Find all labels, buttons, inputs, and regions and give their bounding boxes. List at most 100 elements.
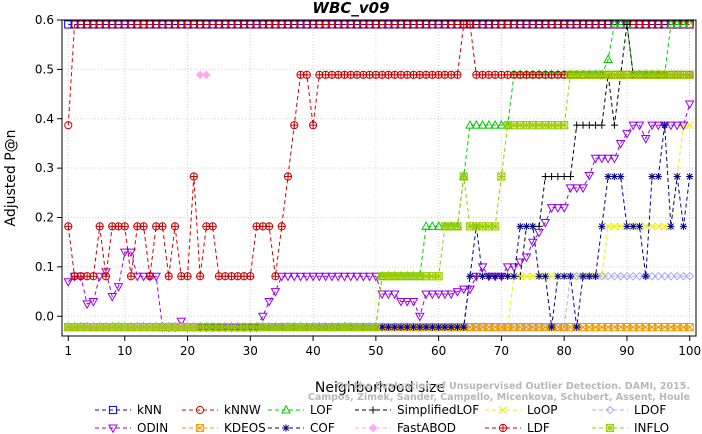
point-ldf (170, 222, 180, 231)
series-ldf (64, 20, 694, 281)
legend-marker-fastabod (368, 423, 378, 433)
point-cof (585, 272, 593, 280)
point-odin (521, 253, 532, 263)
point-odin (477, 263, 488, 273)
point-knnw (221, 20, 230, 29)
point-cof (447, 323, 455, 331)
point-cof (591, 272, 600, 280)
legend-label: SimplifiedLOF (397, 403, 479, 417)
point-simplifiedlof (560, 172, 568, 181)
point-simplifiedlof (548, 172, 556, 181)
point-ldof (635, 271, 644, 281)
point-knnw (647, 20, 657, 29)
point-knnw (365, 20, 374, 29)
point-knnw (541, 20, 550, 29)
point-knnw (534, 20, 544, 29)
point-ldof (666, 271, 676, 281)
point-lof (672, 19, 683, 28)
series-layer (63, 19, 695, 333)
point-ldf (145, 272, 154, 281)
point-knnw (252, 20, 261, 29)
point-knnw (202, 20, 211, 29)
x-tick-label: 70 (494, 344, 509, 358)
point-knnw (208, 20, 217, 29)
point-cof (485, 272, 493, 280)
point-knnw (547, 20, 556, 29)
point-ldf (283, 172, 293, 181)
point-knnw (170, 20, 180, 29)
point-ldf (164, 272, 173, 281)
point-odin (672, 121, 683, 131)
point-ldf (290, 121, 299, 130)
point-knnw (597, 20, 606, 29)
point-knnw (265, 20, 274, 29)
point-odin (603, 154, 613, 164)
point-loop (604, 222, 613, 231)
point-odin (352, 272, 362, 282)
point-ldf (158, 222, 167, 231)
legend-item-cof: COF (268, 421, 335, 434)
point-inflo (541, 121, 550, 130)
legend-marker-ldf (498, 423, 508, 433)
point-knnw (591, 20, 600, 29)
point-odin (364, 272, 375, 282)
point-simplifiedlof (554, 172, 562, 181)
point-odin (289, 272, 300, 282)
legend-marker-ldof (605, 405, 615, 415)
point-knnw (70, 20, 79, 29)
point-cof (441, 323, 449, 331)
series-line-inflo (68, 74, 690, 328)
point-knnw (566, 20, 575, 29)
point-ldf (195, 272, 205, 281)
point-knnw (139, 20, 148, 29)
point-inflo (685, 70, 694, 79)
point-lof (684, 19, 695, 28)
point-ldf (208, 222, 217, 231)
point-simplifiedlof (579, 121, 587, 129)
point-odin (101, 268, 111, 278)
series-odin (63, 100, 695, 333)
point-odin (678, 121, 689, 131)
point-loop (654, 222, 663, 231)
point-knnw (503, 20, 512, 29)
point-ldf (277, 222, 286, 231)
point-cof (598, 222, 606, 230)
point-odin (622, 130, 632, 139)
point-odin (314, 272, 325, 282)
point-simplifiedlof (591, 121, 600, 129)
point-knnw (64, 121, 73, 130)
point-cof (635, 222, 644, 230)
point-ldf (453, 70, 462, 79)
point-inflo (371, 323, 380, 332)
point-loop (660, 222, 669, 231)
point-ldf (120, 222, 129, 231)
point-knnw (133, 20, 142, 29)
point-lof (471, 119, 482, 129)
point-knnw (152, 20, 161, 29)
legend-item-fastabod: FastABOD (355, 421, 456, 434)
point-lof (666, 19, 676, 28)
point-cof (522, 222, 531, 230)
point-ldf (64, 222, 73, 231)
point-simplifiedlof (598, 121, 606, 129)
point-knnw (271, 20, 280, 29)
point-loop (597, 272, 606, 281)
point-loop (641, 222, 650, 231)
x-tick-label: 10 (117, 344, 132, 358)
point-odin (389, 290, 400, 300)
point-ldof (603, 271, 613, 281)
point-odin (377, 290, 387, 300)
point-knnw (346, 20, 355, 29)
point-odin (132, 272, 143, 282)
point-knnw (409, 20, 418, 29)
point-odin (408, 297, 419, 307)
y-tick-label: 0.2 (35, 211, 54, 225)
point-knnw (246, 20, 255, 29)
point-knnw (384, 20, 393, 29)
point-knnw (89, 20, 98, 29)
point-cof (491, 272, 499, 280)
point-ldf (183, 272, 192, 281)
point-odin (138, 272, 149, 282)
point-knnw (214, 20, 224, 29)
point-odin (126, 248, 136, 258)
